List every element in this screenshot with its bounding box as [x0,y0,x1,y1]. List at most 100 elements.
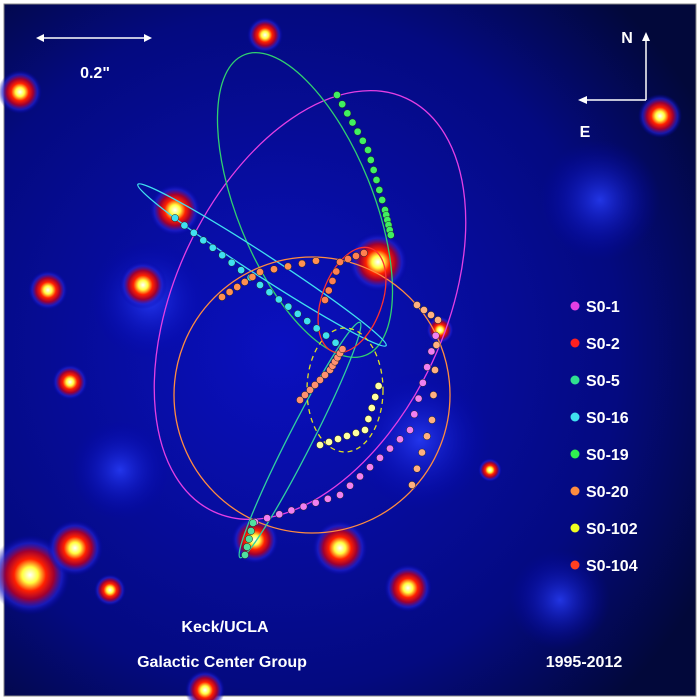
orbit-point [432,341,441,349]
orbit-point [378,196,387,204]
orbit-point [396,435,404,444]
orbit-point [369,166,378,174]
legend-label: S0-16 [586,410,629,427]
orbit-point [233,283,242,291]
legend-swatch [570,375,580,385]
orbit-point [237,266,245,274]
orbit-point [334,435,342,443]
star [247,17,283,53]
orbit-point [406,426,414,434]
orbit-point [423,363,431,371]
orbit-point [325,438,333,446]
legend-label: S0-19 [586,447,629,464]
orbit-point [414,394,423,403]
orbit-point [247,527,255,535]
orbit-point [420,306,428,314]
orbit-point [241,551,249,559]
orbit-point [348,118,357,127]
orbit-point [296,396,304,404]
orbit-point [299,502,308,511]
legend-swatch [570,338,580,348]
orbit-point [249,519,257,527]
star [185,670,225,700]
orbit-point [275,295,283,304]
orbit-point [256,281,264,289]
scale-label: 0.2" [80,65,110,82]
orbit-point [316,441,324,449]
star [52,364,88,400]
credit-line1: Keck/UCLA [181,619,269,636]
orbit-point [312,324,321,333]
orbit-point [360,249,368,257]
orbit-point [311,381,319,389]
orbit-point [218,293,226,301]
orbit-point [332,267,341,276]
star [638,94,682,138]
orbit-point [245,535,253,543]
orbit-point [429,391,438,399]
legend-swatch [570,412,580,422]
orbit-point [287,506,296,515]
stars [0,17,682,700]
orbit-point [364,146,372,154]
orbit-point [364,415,373,423]
orbit-point [321,296,329,304]
orbit-point [301,391,309,399]
orbit-point [371,393,380,401]
star [312,520,368,576]
orbit-point [218,251,227,260]
legend: S0-1 S0-2 S0-5 S0-16 S0-19 S0-20 S0-102 S0-104 [570,299,638,575]
east-label: E [580,124,591,141]
orbit-point [431,366,439,374]
orbit-point [303,317,312,325]
orbit-point [171,214,179,222]
halo [510,550,610,650]
orbit-point [434,316,442,324]
orbit-point [386,231,395,239]
orbit-point [338,345,347,354]
orbit-point [427,347,436,356]
legend-label: S0-5 [586,373,620,390]
orbit-point [311,498,320,507]
orbit-point [366,156,375,164]
legend-label: S0-104 [586,558,638,575]
orbit-point [324,495,332,503]
orbit-point [265,288,274,297]
orbit-point [376,454,384,462]
legend-swatch [570,449,580,459]
orbit-point [306,386,314,394]
star [28,270,68,310]
halo [350,370,490,510]
orbit-point [356,472,364,481]
orbit-point [375,186,384,194]
orbit-point [358,136,367,145]
orbit-point [227,258,236,267]
orbit-point [410,410,419,419]
orbit-point [419,379,427,387]
star [384,564,432,612]
legend-swatch [570,523,580,533]
compass [578,32,650,104]
orbit-point [423,432,431,441]
orbit-points [171,91,442,559]
orbit-point [343,432,351,440]
legend-label: S0-102 [586,521,638,538]
orbit-point [372,176,381,184]
orbit-point [418,448,426,457]
halo [70,420,170,520]
years: 1995-2012 [546,654,623,671]
orbit-point [312,256,320,265]
legend-label: S0-20 [586,484,629,501]
star [478,458,502,482]
star [149,184,201,236]
orbit-point [338,100,347,109]
star [47,520,103,576]
legend-label: S0-2 [586,336,620,353]
legend-swatch [570,560,580,570]
orbit-point [366,463,374,471]
orbit-point [240,278,249,286]
orbit-point [263,514,271,522]
orbit-point [199,236,208,245]
legend-swatch [570,301,580,311]
legend-swatch [570,486,580,496]
